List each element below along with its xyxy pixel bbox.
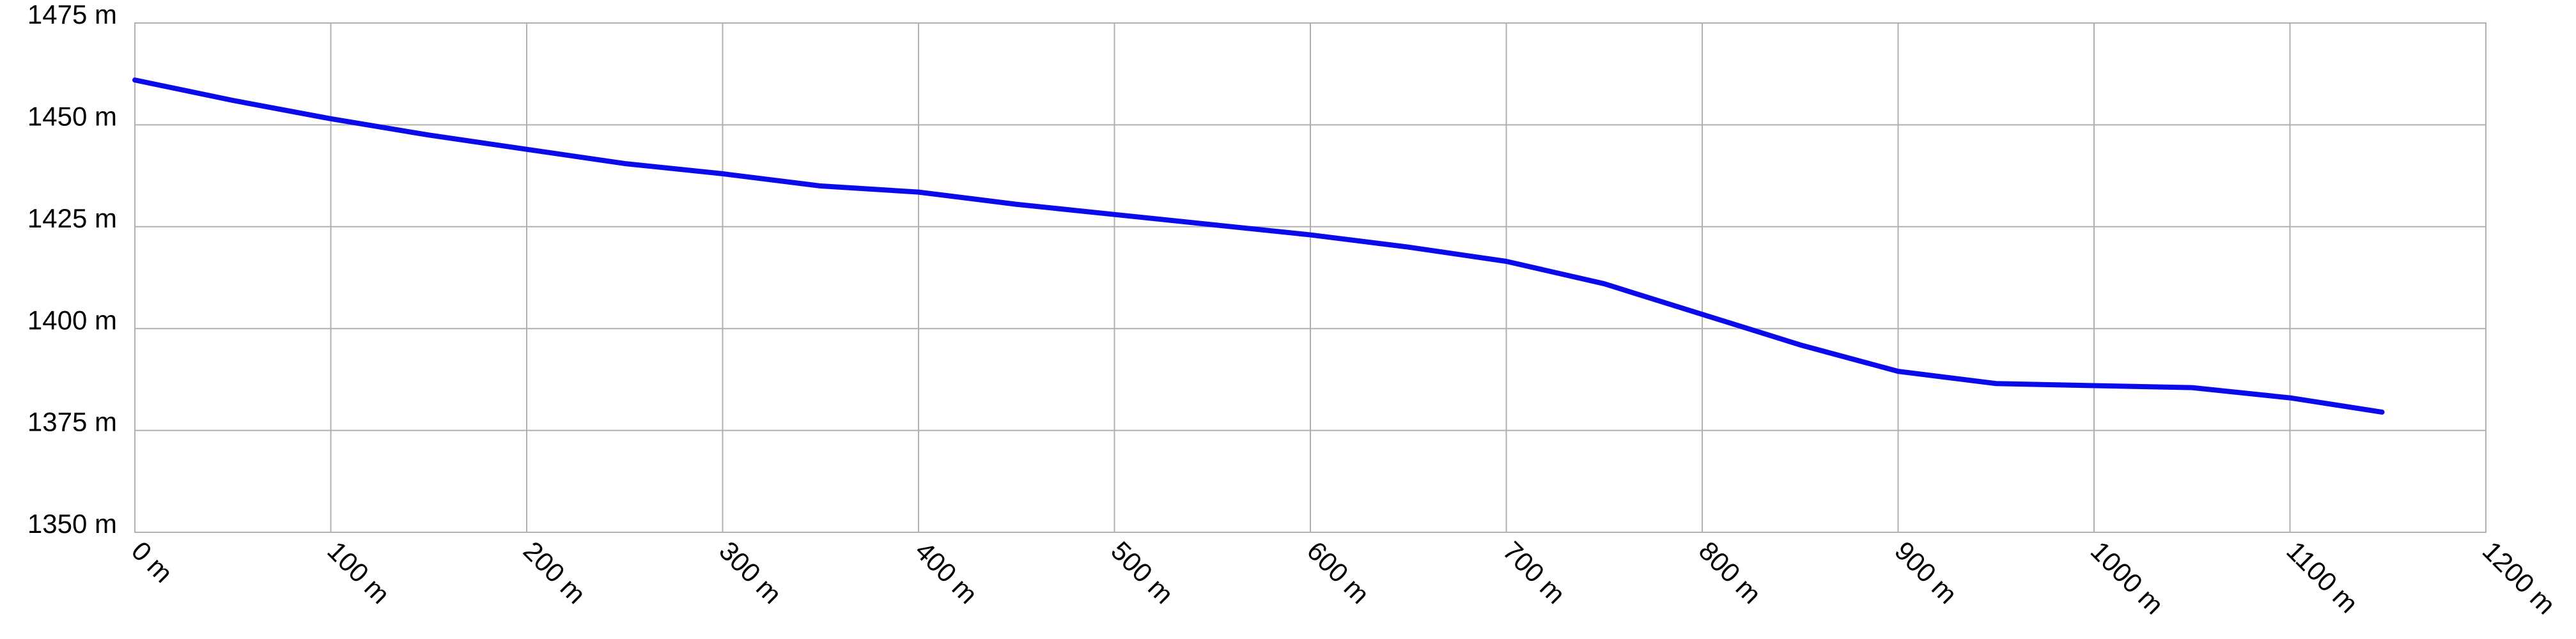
x-tick-label: 700 m xyxy=(1497,535,1571,610)
x-tick-label: 600 m xyxy=(1301,535,1376,610)
y-tick-label: 1425 m xyxy=(27,203,117,233)
y-tick-label: 1475 m xyxy=(27,0,117,29)
x-tick-label: 400 m xyxy=(910,535,984,610)
x-tick-label: 1000 m xyxy=(2085,535,2169,620)
x-tick-label: 1100 m xyxy=(2281,535,2364,619)
x-tick-label: 900 m xyxy=(1889,535,1963,610)
x-tick-label: 500 m xyxy=(1105,535,1179,610)
y-tick-label: 1450 m xyxy=(27,101,117,131)
y-tick-label: 1375 m xyxy=(27,407,117,437)
elevation-line xyxy=(132,77,2385,415)
x-tick-label: 800 m xyxy=(1693,535,1767,610)
x-tick-label: 100 m xyxy=(322,535,396,610)
y-tick-label: 1400 m xyxy=(27,305,117,335)
y-tick-label: 1350 m xyxy=(27,509,117,539)
x-tick-label: 300 m xyxy=(713,535,788,610)
x-tick-label: 0 m xyxy=(126,535,179,589)
x-tick-label: 1200 m xyxy=(2477,535,2561,620)
x-tick-label: 200 m xyxy=(518,535,592,610)
